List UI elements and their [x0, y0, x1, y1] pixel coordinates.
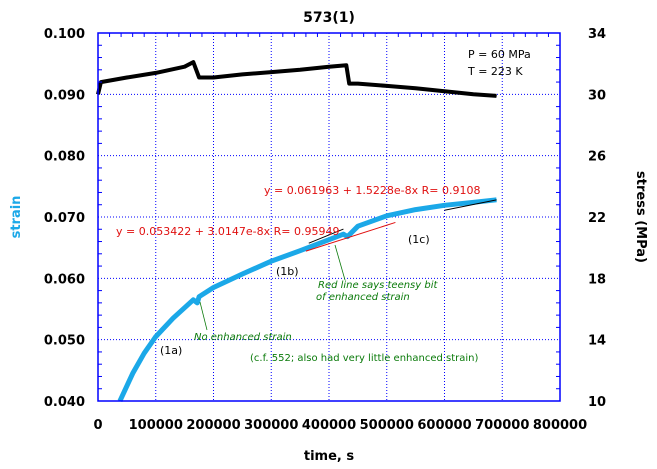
stress-data-point [345, 64, 347, 66]
fit-1-label: y = 0.053422 + 3.0147e-8x R= 0.95949 [116, 225, 340, 238]
fit-1-red-line [305, 221, 396, 252]
segment-1b-label: (1b) [276, 265, 299, 278]
strain-data-point [213, 287, 214, 289]
y2-axis-label: stress (MPa) [633, 171, 648, 263]
stress-data-point [241, 73, 243, 75]
fit-2-label: y = 0.061963 + 1.5228e-8x R= 0.9108 [264, 184, 481, 197]
y2-tick-label: 30 [588, 88, 606, 103]
leader-no-enhanced [199, 301, 208, 331]
strain-data-point [241, 273, 243, 275]
strain-data-point [270, 260, 272, 262]
x-tick-label: 800000 [533, 418, 587, 433]
strain-data-point [415, 209, 417, 211]
strain-data-point [196, 302, 198, 304]
strain-data-point [132, 372, 134, 374]
strain-data-point [192, 299, 194, 301]
y2-tick-label: 14 [588, 334, 606, 349]
leader-red-line [334, 244, 346, 281]
stress-data-point [328, 66, 330, 68]
strain-data-point [386, 215, 388, 217]
segment-1c-label: (1c) [408, 233, 430, 246]
stress-data-point [495, 95, 497, 97]
x-tick-label: 700000 [475, 418, 529, 433]
y-axis-label: strain [9, 196, 24, 239]
stress-data-point [386, 85, 388, 87]
strain-data-point [155, 336, 157, 338]
y-tick-label: 0.050 [44, 334, 85, 349]
strain-data-point [143, 352, 145, 354]
y-tick-label: 0.090 [44, 88, 85, 103]
stress-data-point [155, 72, 157, 74]
data-layer [96, 60, 497, 403]
strain-data-point [172, 317, 174, 319]
fit-1-black-line [308, 228, 344, 244]
x-tick-label: 100000 [129, 418, 183, 433]
stress-data-point [299, 69, 301, 71]
red-line-note-1: Red line says teensy bit [318, 280, 438, 291]
x-tick-label: 200000 [186, 418, 240, 433]
stress-data-point [472, 93, 474, 95]
x-tick-label: 400000 [302, 418, 356, 433]
strain-data-point [357, 225, 359, 227]
temperature-label: T = 223 K [467, 65, 523, 78]
y2-tick-label: 34 [588, 27, 606, 42]
y-tick-label: 0.060 [44, 272, 85, 287]
y2-tick-label: 22 [588, 211, 606, 226]
strain-data-point [472, 201, 474, 203]
y-tick-label: 0.040 [44, 395, 85, 410]
stress-data-point [184, 66, 186, 68]
ticks: 0 100000 200000 300000 400000 500000 600000 700… [44, 27, 606, 433]
stress-data-point [415, 87, 417, 89]
y-tick-label: 0.080 [44, 150, 85, 165]
stress-data-point [444, 90, 445, 92]
strain-data-point [328, 239, 330, 241]
y2-tick-label: 26 [588, 150, 606, 165]
y2-tick-label: 10 [588, 395, 606, 410]
segment-1a-label: (1a) [160, 344, 182, 357]
stress-data-point [198, 76, 200, 78]
red-line-note-2: of enhanced strain [316, 292, 410, 303]
fit-2-black-line [444, 199, 497, 211]
x-tick-label: 0 [93, 418, 102, 433]
x-tick-label: 600000 [417, 418, 471, 433]
x-tick-label: 500000 [360, 418, 414, 433]
cf-note: (c.f. 552; also had very little enhanced… [250, 353, 479, 364]
chart-title: 573(1) [303, 10, 355, 26]
x-tick-label: 300000 [244, 418, 298, 433]
strain-data-point [346, 236, 348, 238]
no-enhanced-note: No enhanced strain [194, 332, 292, 343]
stress-data-point [126, 76, 128, 78]
pressure-label: P = 60 MPa [468, 48, 531, 61]
strain-data-point [198, 296, 200, 298]
strain-data-point [342, 233, 344, 235]
stress-data-point [270, 71, 272, 73]
strain-data-point [444, 204, 445, 206]
plot-frame [97, 32, 561, 402]
y-tick-label: 0.070 [44, 211, 85, 226]
y2-tick-label: 18 [588, 272, 606, 287]
strain-data-point [299, 250, 301, 252]
stress-data-point [192, 61, 194, 63]
x-axis-label: time, s [304, 449, 354, 464]
stress-data-point [348, 83, 350, 85]
stress-data-point [357, 83, 359, 85]
stress-data-point [213, 76, 214, 78]
grid [98, 33, 560, 401]
stress-series-line [96, 60, 497, 98]
y-tick-label: 0.100 [44, 27, 85, 42]
